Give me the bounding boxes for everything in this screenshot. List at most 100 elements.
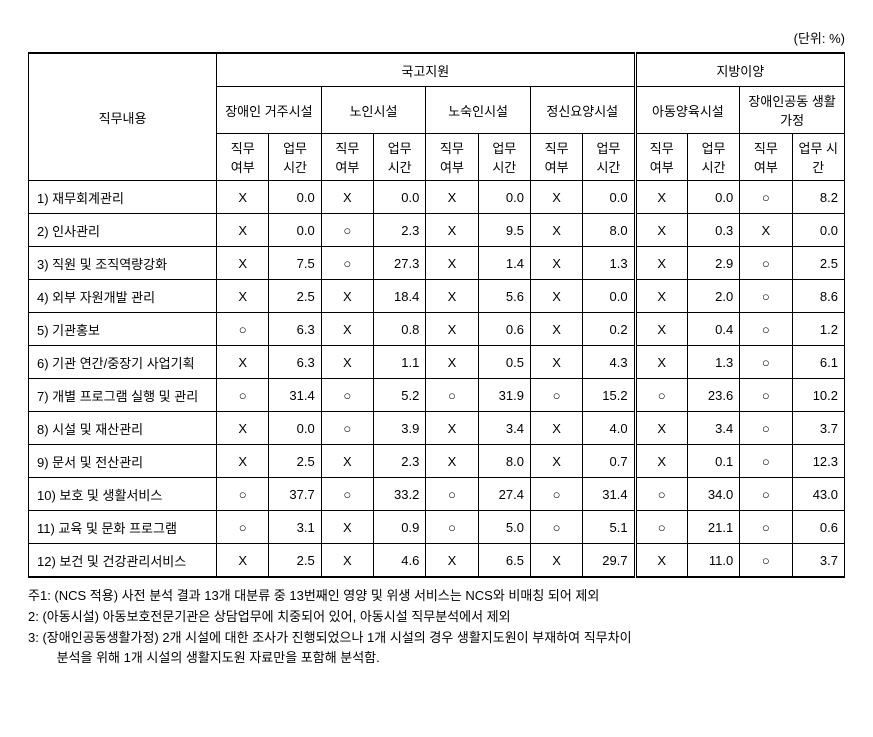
data-cell: X bbox=[530, 313, 582, 346]
data-cell: 5.1 bbox=[583, 511, 635, 544]
data-cell: X bbox=[426, 346, 478, 379]
data-cell: X bbox=[635, 445, 687, 478]
data-cell: X bbox=[217, 214, 269, 247]
data-cell: X bbox=[321, 511, 373, 544]
data-cell: 3.7 bbox=[792, 544, 845, 578]
data-cell: 11.0 bbox=[687, 544, 739, 578]
data-cell: 31.4 bbox=[269, 379, 321, 412]
data-cell: 3.1 bbox=[269, 511, 321, 544]
table-row: 11) 교육 및 문화 프로그램○3.1X0.9○5.0○5.1○21.1○0.… bbox=[29, 511, 845, 544]
footnote-3: 3: (장애인공동생활가정) 2개 시설에 대한 조사가 진행되었으나 1개 시… bbox=[28, 628, 845, 649]
data-cell: 33.2 bbox=[374, 478, 426, 511]
header-sub: 직무 여부 bbox=[217, 134, 269, 181]
table-row: 5) 기관홍보○6.3X0.8X0.6X0.2X0.4○1.2 bbox=[29, 313, 845, 346]
data-cell: ○ bbox=[321, 247, 373, 280]
data-cell: ○ bbox=[740, 445, 792, 478]
data-cell: 10.2 bbox=[792, 379, 845, 412]
data-cell: 15.2 bbox=[583, 379, 635, 412]
data-cell: 9.5 bbox=[478, 214, 530, 247]
header-rowhead: 직무내용 bbox=[29, 53, 217, 181]
data-cell: 6.5 bbox=[478, 544, 530, 578]
data-cell: X bbox=[530, 346, 582, 379]
row-label: 6) 기관 연간/중장기 사업기획 bbox=[29, 346, 217, 379]
header-group1: 국고지원 bbox=[217, 53, 636, 87]
data-cell: 8.0 bbox=[478, 445, 530, 478]
data-cell: 0.0 bbox=[478, 181, 530, 214]
data-cell: 0.1 bbox=[687, 445, 739, 478]
data-cell: 5.0 bbox=[478, 511, 530, 544]
data-cell: ○ bbox=[740, 313, 792, 346]
data-cell: 27.3 bbox=[374, 247, 426, 280]
data-cell: ○ bbox=[530, 379, 582, 412]
row-label: 9) 문서 및 전산관리 bbox=[29, 445, 217, 478]
header-facility-0: 장애인 거주시설 bbox=[217, 87, 322, 134]
data-cell: 29.7 bbox=[583, 544, 635, 578]
data-cell: X bbox=[321, 313, 373, 346]
data-cell: X bbox=[217, 346, 269, 379]
data-cell: X bbox=[426, 445, 478, 478]
header-sub: 직무 여부 bbox=[740, 134, 792, 181]
table-row: 8) 시설 및 재산관리X0.0○3.9X3.4X4.0X3.4○3.7 bbox=[29, 412, 845, 445]
data-cell: X bbox=[635, 313, 687, 346]
data-cell: 0.6 bbox=[792, 511, 845, 544]
data-cell: 0.6 bbox=[478, 313, 530, 346]
data-cell: X bbox=[321, 280, 373, 313]
header-sub: 직무 여부 bbox=[635, 134, 687, 181]
data-cell: 0.9 bbox=[374, 511, 426, 544]
data-cell: 0.0 bbox=[269, 214, 321, 247]
data-cell: X bbox=[321, 346, 373, 379]
data-table: 직무내용 국고지원 지방이양 장애인 거주시설 노인시설 노숙인시설 정신요양시… bbox=[28, 52, 845, 578]
header-sub: 업무 시간 bbox=[792, 134, 845, 181]
footnote-2: 2: (아동시설) 아동보호전문기관은 상담업무에 치중되어 있어, 아동시설 … bbox=[28, 607, 845, 628]
header-facility-2: 노숙인시설 bbox=[426, 87, 531, 134]
data-cell: ○ bbox=[321, 214, 373, 247]
data-cell: 2.3 bbox=[374, 445, 426, 478]
data-cell: X bbox=[217, 412, 269, 445]
data-cell: 3.9 bbox=[374, 412, 426, 445]
data-cell: 27.4 bbox=[478, 478, 530, 511]
data-cell: 1.1 bbox=[374, 346, 426, 379]
data-cell: ○ bbox=[426, 478, 478, 511]
data-cell: 7.5 bbox=[269, 247, 321, 280]
data-cell: 8.2 bbox=[792, 181, 845, 214]
data-cell: X bbox=[426, 181, 478, 214]
data-cell: 12.3 bbox=[792, 445, 845, 478]
data-cell: 2.5 bbox=[269, 445, 321, 478]
data-cell: X bbox=[635, 214, 687, 247]
data-cell: X bbox=[217, 280, 269, 313]
data-cell: ○ bbox=[217, 511, 269, 544]
data-cell: 6.3 bbox=[269, 313, 321, 346]
data-cell: X bbox=[635, 280, 687, 313]
data-cell: 0.0 bbox=[269, 412, 321, 445]
data-cell: X bbox=[217, 445, 269, 478]
data-cell: X bbox=[321, 181, 373, 214]
data-cell: X bbox=[635, 247, 687, 280]
data-cell: 0.0 bbox=[583, 280, 635, 313]
header-sub: 업무 시간 bbox=[687, 134, 739, 181]
data-cell: 0.0 bbox=[792, 214, 845, 247]
data-cell: ○ bbox=[635, 478, 687, 511]
data-cell: X bbox=[635, 346, 687, 379]
data-cell: ○ bbox=[635, 511, 687, 544]
data-cell: 4.3 bbox=[583, 346, 635, 379]
data-cell: 1.4 bbox=[478, 247, 530, 280]
data-cell: 1.3 bbox=[687, 346, 739, 379]
row-label: 1) 재무회계관리 bbox=[29, 181, 217, 214]
data-cell: 0.5 bbox=[478, 346, 530, 379]
data-cell: ○ bbox=[530, 478, 582, 511]
data-cell: 5.2 bbox=[374, 379, 426, 412]
data-cell: ○ bbox=[740, 280, 792, 313]
data-cell: ○ bbox=[321, 379, 373, 412]
data-cell: ○ bbox=[740, 412, 792, 445]
data-cell: ○ bbox=[530, 511, 582, 544]
row-label: 2) 인사관리 bbox=[29, 214, 217, 247]
data-cell: ○ bbox=[740, 181, 792, 214]
header-facility-5: 장애인공동 생활가정 bbox=[740, 87, 845, 134]
data-cell: X bbox=[530, 412, 582, 445]
data-cell: ○ bbox=[217, 478, 269, 511]
data-cell: 2.5 bbox=[269, 280, 321, 313]
data-cell: 0.0 bbox=[687, 181, 739, 214]
data-cell: 21.1 bbox=[687, 511, 739, 544]
data-cell: 0.2 bbox=[583, 313, 635, 346]
data-cell: 0.0 bbox=[374, 181, 426, 214]
